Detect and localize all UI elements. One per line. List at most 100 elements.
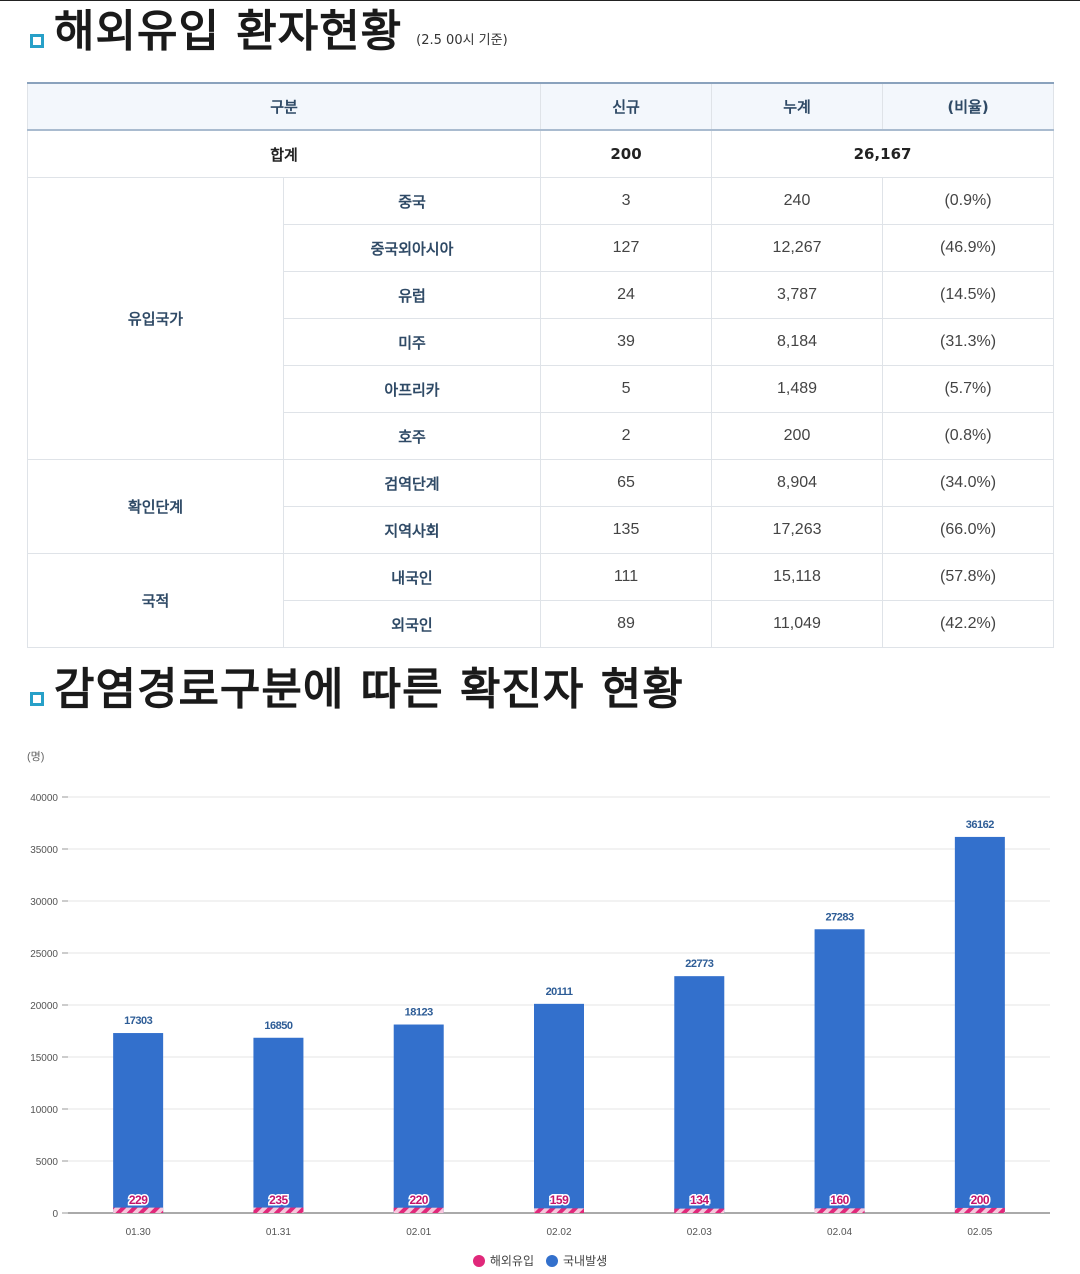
cell-ratio: (31.3%) xyxy=(882,318,1055,366)
legend-item-domestic[interactable]: 국내발생 xyxy=(546,1252,607,1269)
header-new: 신규 xyxy=(540,82,713,131)
table-row: 유입국가 중국 3 240 (0.9%) xyxy=(27,177,1055,460)
row-label: 중국외아시아 xyxy=(282,224,542,272)
cell-new: 89 xyxy=(540,600,713,648)
cell-new: 5 xyxy=(540,365,713,413)
cell-cumulative: 200 xyxy=(711,412,884,460)
section-bullet-icon xyxy=(30,34,44,48)
row-label: 내국인 xyxy=(282,553,542,601)
table-row: 확인단계 검역단계 65 8,904 (34.0%) xyxy=(27,459,1055,554)
y-tick-label: 35000 xyxy=(30,845,58,856)
row-label: 아프리카 xyxy=(282,365,542,413)
y-unit-label: (명) xyxy=(27,750,44,763)
x-tick-label: 02.01 xyxy=(406,1227,431,1238)
table-row: 호주 2 200 (0.8%) xyxy=(28,412,1055,460)
bar-domestic xyxy=(534,1003,584,1213)
bar-imported xyxy=(954,1207,1005,1213)
section-title-imported: 해외유입 환자현황 (2.5 00시 기준) xyxy=(30,10,508,54)
legend-item-imported[interactable]: 해외유입 xyxy=(472,1252,534,1269)
data-label-domestic: 18123 xyxy=(405,1007,433,1019)
cell-cumulative: 17,263 xyxy=(711,506,884,554)
total-cumulative: 26,167 xyxy=(711,129,1055,178)
infection-route-bar-chart: (명) 0 5000 10000 15000 20000 25000 30000 35000 40… xyxy=(27,750,1050,1238)
row-label: 호주 xyxy=(282,412,542,460)
cell-new: 135 xyxy=(540,506,713,554)
legend-imported-icon xyxy=(472,1254,485,1267)
cell-new: 111 xyxy=(540,553,713,601)
group-label: 확인단계 xyxy=(27,459,284,554)
top-border-line xyxy=(0,0,1080,1)
cell-ratio: (0.8%) xyxy=(882,412,1055,460)
bar-imported xyxy=(814,1208,865,1213)
row-label: 검역단계 xyxy=(282,459,542,507)
table-header-row: 구분 신규 누계 (비율) xyxy=(26,82,1055,131)
cell-ratio: (66.0%) xyxy=(882,506,1055,554)
row-label: 중국 xyxy=(282,177,542,225)
legend-domestic-label: 국내발생 xyxy=(563,1254,608,1268)
bar-domestic xyxy=(954,836,1005,1213)
bar-domestic xyxy=(814,929,865,1213)
table-row-total: 합계 200 26,167 xyxy=(26,129,1055,178)
x-tick-label: 01.30 xyxy=(126,1227,151,1238)
data-label-domestic: 27283 xyxy=(826,911,854,923)
bar-domestic xyxy=(113,1033,164,1213)
cell-ratio: (34.0%) xyxy=(882,459,1055,507)
table-row: 외국인 89 11,049 (42.2%) xyxy=(28,600,1055,648)
y-tick-label: 25000 xyxy=(30,949,58,960)
chart-legend: 해외유입 국내발생 xyxy=(0,1252,1080,1269)
cell-cumulative: 240 xyxy=(711,177,884,225)
y-tick-label: 10000 xyxy=(30,1105,58,1116)
data-label-imported: 229 xyxy=(129,1193,148,1207)
x-tick-label: 02.03 xyxy=(687,1227,712,1238)
x-tick-label: 02.05 xyxy=(967,1227,992,1238)
bar-domestic xyxy=(393,1024,444,1213)
cell-cumulative: 11,049 xyxy=(711,600,884,648)
bar-imported xyxy=(534,1208,584,1213)
table-row: 미주 39 8,184 (31.3%) xyxy=(28,318,1055,366)
cell-ratio: (57.8%) xyxy=(882,553,1055,601)
x-tick-label: 02.04 xyxy=(827,1227,852,1238)
data-label-imported: 159 xyxy=(550,1193,569,1207)
section-title-route: 감염경로구분에 따른 확진자 현황 xyxy=(30,668,684,712)
table-row: 중국외아시아 127 12,267 (46.9%) xyxy=(28,224,1055,272)
page-title: 해외유입 환자현황 xyxy=(54,6,403,57)
cell-cumulative: 8,904 xyxy=(711,459,884,507)
x-tick-label: 02.02 xyxy=(546,1227,571,1238)
bar-imported xyxy=(253,1207,304,1213)
cell-ratio: (0.9%) xyxy=(882,177,1055,225)
data-label-domestic: 16850 xyxy=(264,1020,292,1032)
y-tick-label: 15000 xyxy=(30,1053,58,1064)
header-cumulative: 누계 xyxy=(711,82,884,131)
legend-domestic-icon xyxy=(546,1254,558,1267)
y-tick-label: 30000 xyxy=(30,897,58,908)
total-label: 합계 xyxy=(26,129,542,178)
y-tick-label: 20000 xyxy=(30,1001,58,1012)
x-tick-label: 01.31 xyxy=(266,1227,291,1238)
row-label: 외국인 xyxy=(282,600,542,648)
row-label: 미주 xyxy=(282,318,542,366)
cell-cumulative: 3,787 xyxy=(711,271,884,319)
data-label-imported: 200 xyxy=(971,1193,990,1207)
data-label-imported: 160 xyxy=(830,1193,849,1207)
cell-ratio: (46.9%) xyxy=(882,224,1055,272)
group-label: 유입국가 xyxy=(27,177,284,460)
data-label-domestic: 17303 xyxy=(124,1015,152,1027)
legend-imported-label: 해외유입 xyxy=(489,1254,534,1268)
cell-new: 39 xyxy=(540,318,713,366)
table-row: 국적 내국인 111 15,118 (57.8%) xyxy=(27,553,1055,648)
imported-cases-table: 구분 신규 누계 (비율) 합계 200 26,167 유입국가 중국 3 240 (0… xyxy=(26,82,1055,648)
total-new: 200 xyxy=(540,129,713,178)
row-label: 유럽 xyxy=(282,271,542,319)
cell-new: 65 xyxy=(540,459,713,507)
cell-cumulative: 15,118 xyxy=(711,553,884,601)
table-row: 유럽 24 3,787 (14.5%) xyxy=(28,271,1055,319)
y-tick-label: 40000 xyxy=(30,793,58,804)
group-label: 국적 xyxy=(27,553,284,648)
section-bullet-icon xyxy=(30,692,44,706)
data-label-domestic: 36162 xyxy=(966,819,994,831)
bar-domestic xyxy=(674,976,725,1213)
cell-new: 2 xyxy=(540,412,713,460)
bar-imported xyxy=(674,1208,725,1213)
y-tick-label: 5000 xyxy=(36,1157,59,1168)
cell-cumulative: 12,267 xyxy=(711,224,884,272)
